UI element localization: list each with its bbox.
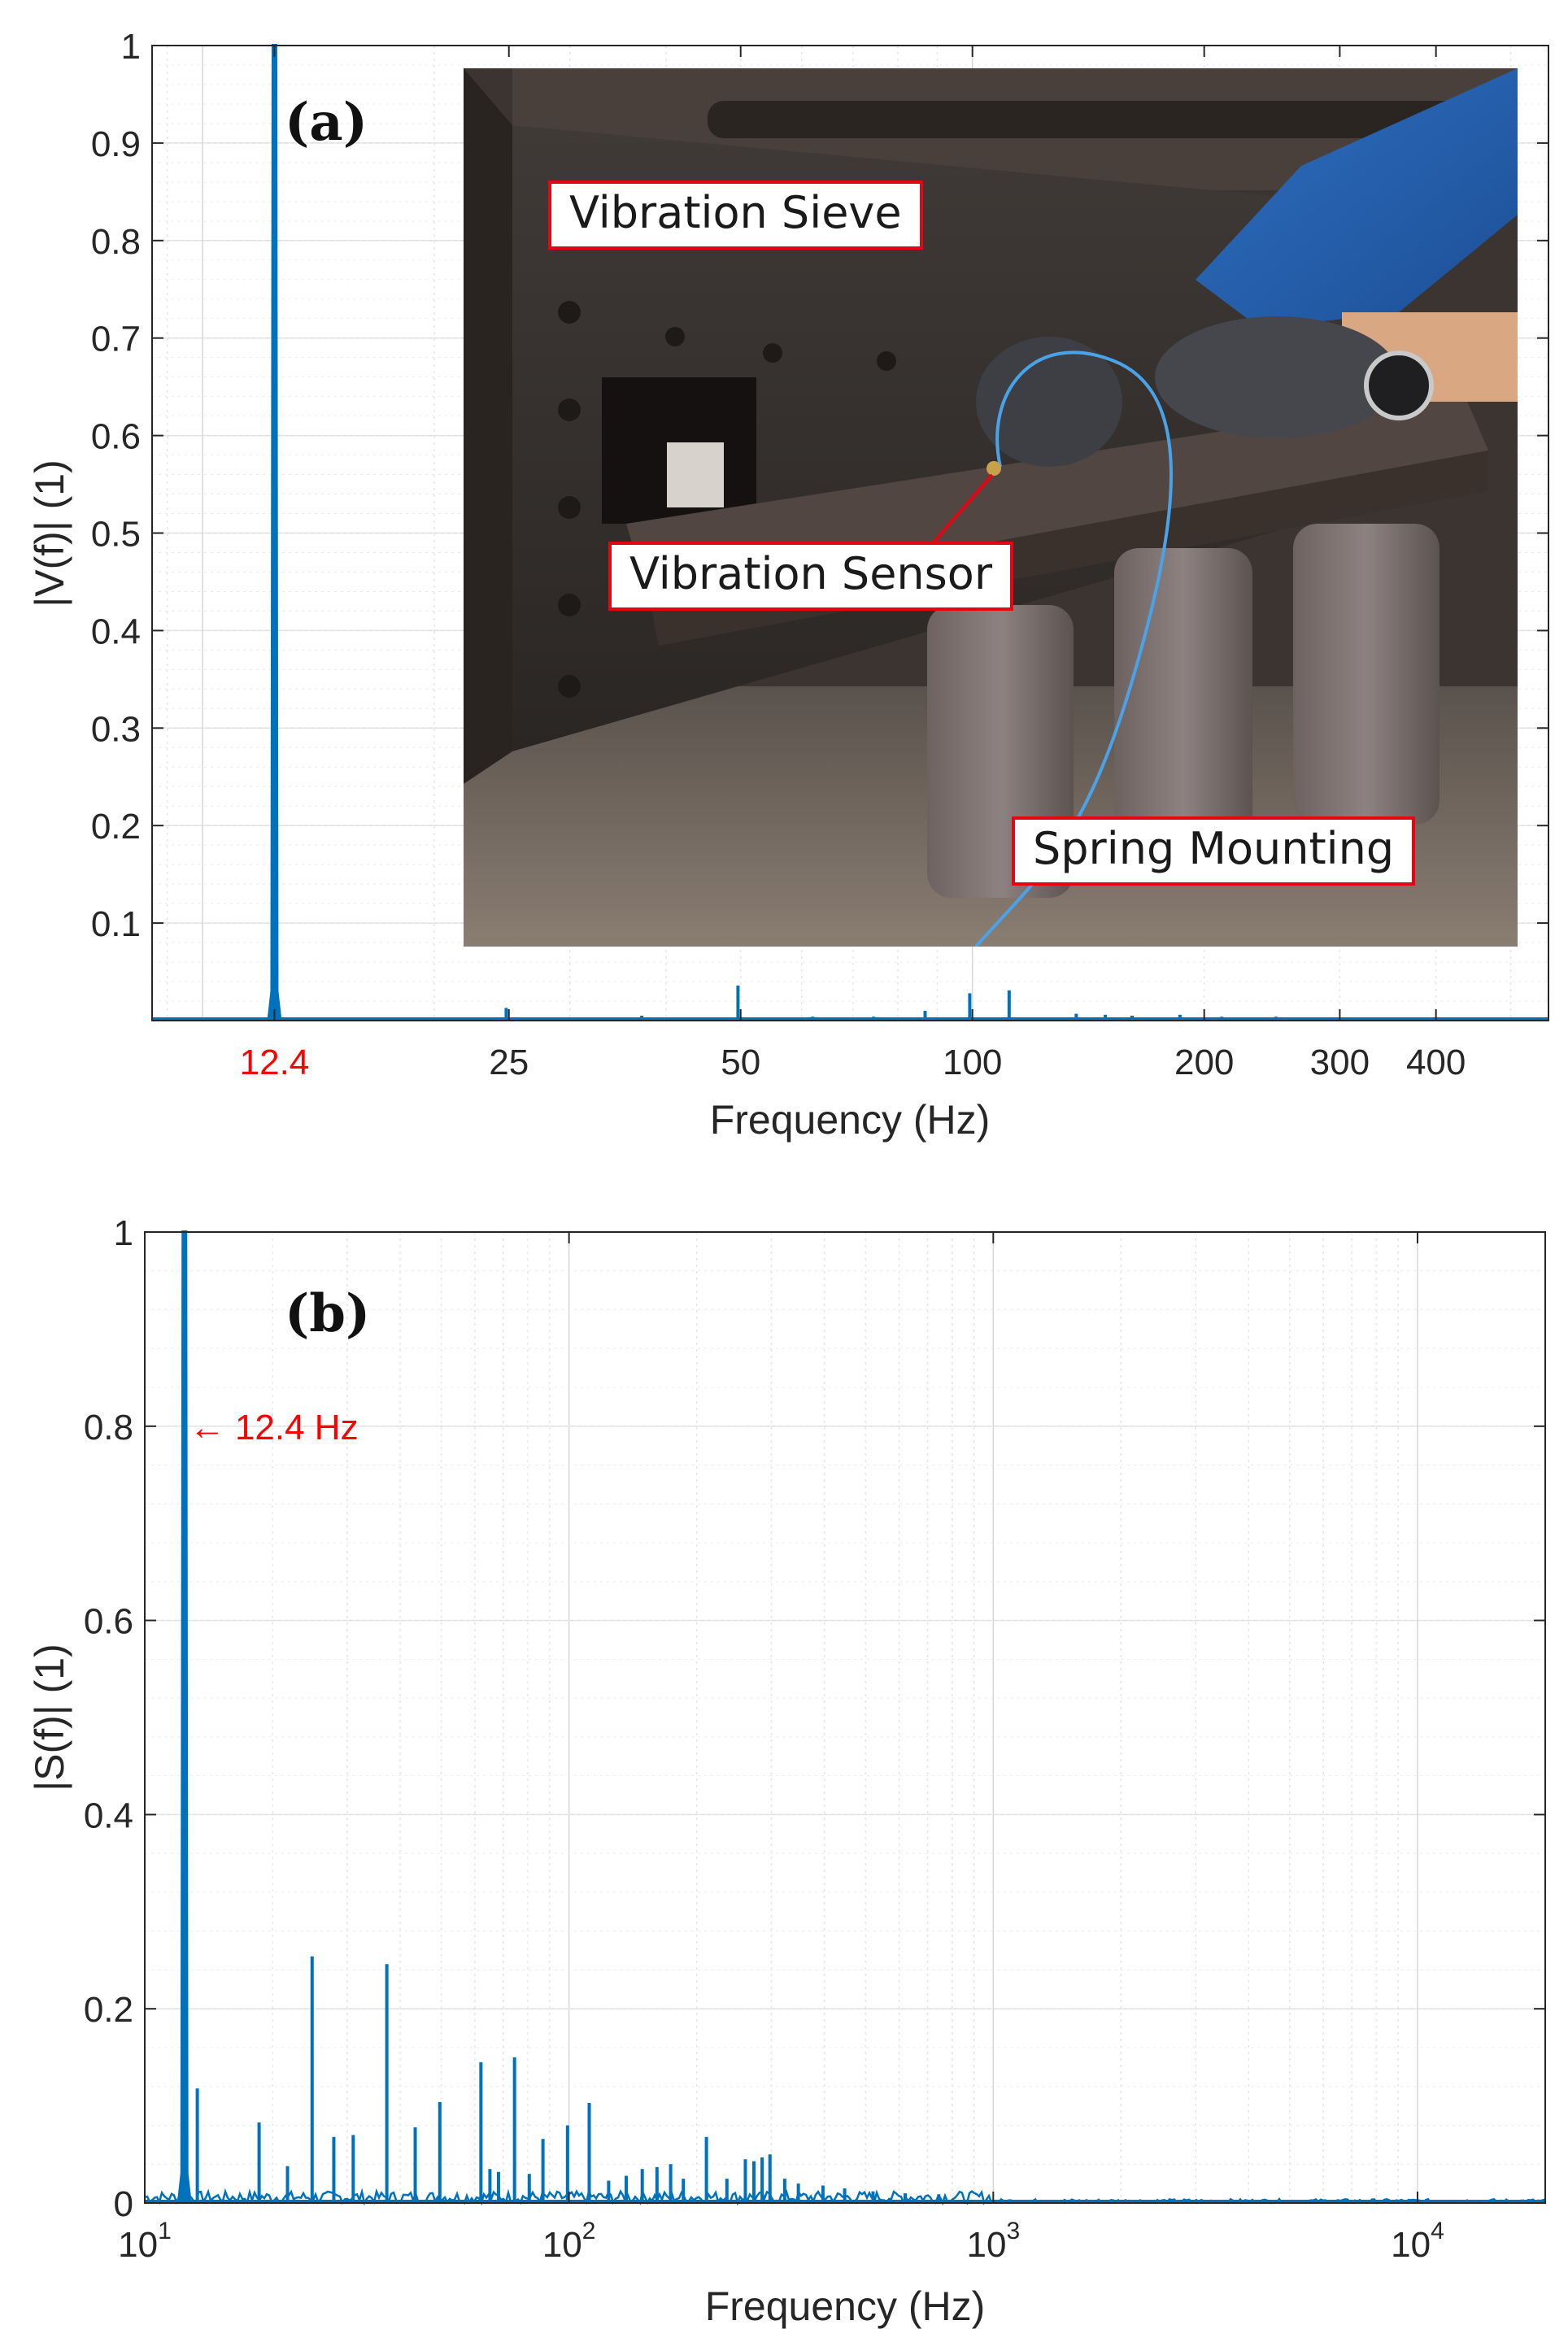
- panel-a-x-axis-label: Frequency (Hz): [710, 1097, 991, 1143]
- x-tick-label: 400: [1406, 1043, 1466, 1082]
- y-tick-label: 0.2: [91, 807, 141, 847]
- x-tick-label: 12.4: [240, 1043, 310, 1082]
- photo-sensor: [987, 461, 1001, 476]
- x-tick-exponent: 2: [582, 2218, 596, 2244]
- panel-b-y-ticks: 0 0.2 0.4 0.6 0.8 1: [84, 1213, 1545, 2224]
- panel-a-label: (a): [285, 92, 368, 153]
- photo-sleeve: [1196, 68, 1518, 329]
- x-tick-label: 300: [1310, 1043, 1370, 1082]
- y-tick-label: 0.1: [91, 904, 141, 944]
- photo-glove-left: [976, 337, 1122, 467]
- x-tick-label: 200: [1174, 1043, 1234, 1082]
- panel-b-plot-area: [145, 1232, 1545, 2203]
- y-tick-label: 0.4: [91, 612, 141, 651]
- photo-glove-right: [1155, 316, 1399, 438]
- y-tick-label: 1: [121, 27, 141, 67]
- x-tick-label: 101: [118, 2218, 172, 2265]
- y-tick-label: 0.9: [91, 124, 141, 164]
- panel-a-y-axis-label: |V(f)| (1): [27, 459, 72, 607]
- y-tick-label: 0.6: [91, 417, 141, 457]
- panel-b-x-axis-label: Frequency (Hz): [705, 2284, 986, 2329]
- panel-b-data: [144, 1230, 1546, 2206]
- panel-a-x-ticks: 12.4 25 50 100 200 300 400: [240, 46, 1466, 1082]
- y-tick-label: 0.7: [91, 320, 141, 359]
- y-tick-label: 0.8: [91, 222, 141, 262]
- photo-spring-bag-3: [1293, 524, 1440, 825]
- panel-a-y-ticks: 0.1 0.2 0.3 0.4 0.5 0.6 0.7 0.8 0.9 1: [91, 27, 1548, 944]
- x-tick-exponent: 3: [1006, 2218, 1020, 2244]
- panel-b: 0 0.2 0.4 0.6 0.8 1 101 102 103 104 Frequency (H…: [27, 1213, 1546, 2329]
- x-tick-label: 103: [966, 2218, 1020, 2265]
- y-tick-label: 0.6: [84, 1602, 133, 1642]
- x-tick-exponent: 4: [1431, 2218, 1444, 2244]
- callout-spring-mounting: Spring Mounting: [1012, 816, 1416, 886]
- x-tick-label: 25: [489, 1043, 529, 1082]
- x-tick-exponent: 1: [158, 2218, 172, 2244]
- x-tick-label: 102: [542, 2218, 596, 2265]
- photo-sieve-side: [464, 68, 512, 784]
- y-tick-label: 1: [114, 1213, 133, 1253]
- photo-opening-light: [667, 442, 724, 507]
- y-tick-label: 0.3: [91, 709, 141, 749]
- callout-vibration-sieve: Vibration Sieve: [548, 181, 923, 250]
- callout-vibration-sensor: Vibration Sensor: [608, 542, 1014, 611]
- inset-photo: Vibration Sieve Vibration Sensor Spring …: [464, 68, 1518, 947]
- photo-spring-bag-2: [1114, 548, 1252, 841]
- y-tick-label: 0.4: [84, 1796, 133, 1835]
- panel-b-axes-box: [144, 1231, 1546, 2204]
- x-tick-label: 100: [943, 1043, 1002, 1082]
- panel-b-label: (b): [285, 1283, 370, 1344]
- peak-annotation: ← 12.4 Hz: [189, 1408, 359, 1448]
- y-tick-label: 0.2: [84, 1990, 133, 2030]
- y-tick-label: 0.8: [84, 1408, 133, 1448]
- y-tick-label: 0.5: [91, 515, 141, 555]
- x-tick-label: 50: [721, 1043, 760, 1082]
- panel-b-y-axis-label: |S(f)| (1): [27, 1644, 72, 1792]
- panel-a-label-layer: (a): [285, 92, 368, 153]
- x-tick-label: 104: [1391, 2218, 1444, 2265]
- y-tick-label: 0: [114, 2184, 133, 2224]
- photo-watch: [1364, 350, 1434, 420]
- photo-top-bar: [708, 101, 1518, 138]
